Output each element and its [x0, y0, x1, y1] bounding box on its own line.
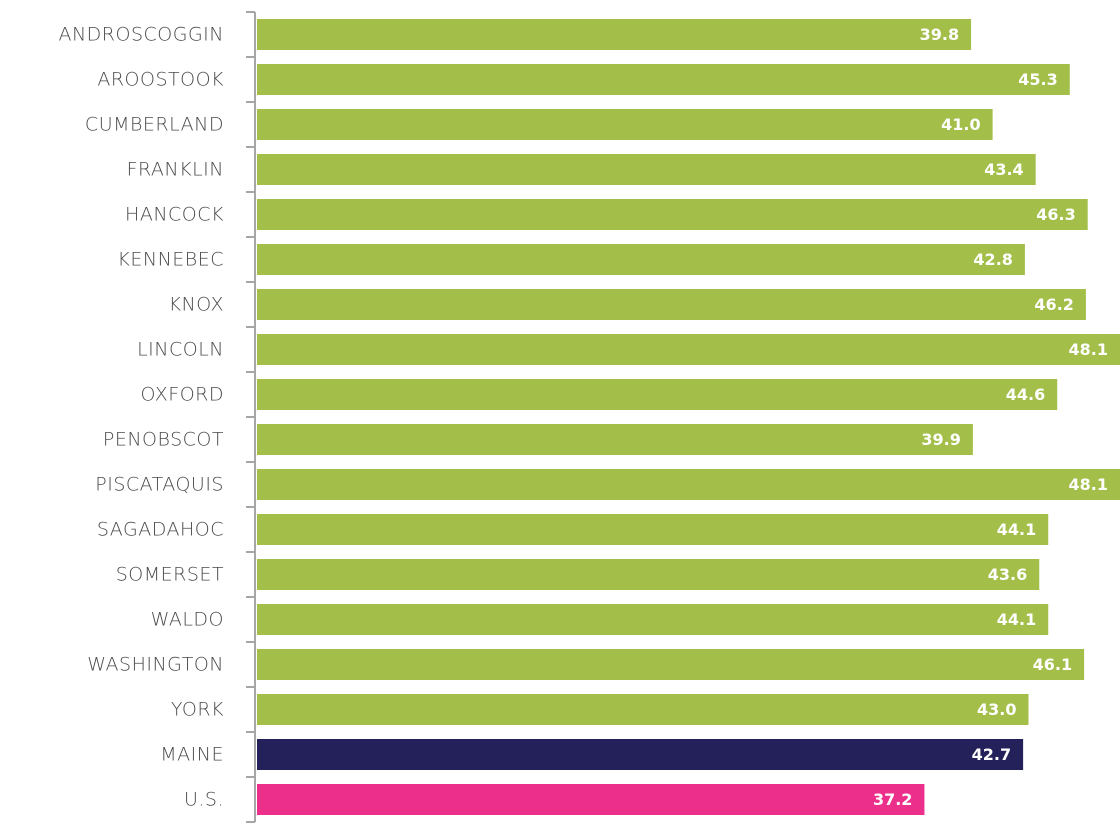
bar	[257, 784, 925, 815]
category-label: SOMERSET	[116, 564, 224, 586]
category-label: WASHINGTON	[87, 654, 224, 676]
value-label: 46.1	[1033, 655, 1072, 674]
bar	[257, 109, 993, 140]
bar	[257, 469, 1120, 500]
value-label: 44.6	[1006, 385, 1045, 404]
value-label: 39.9	[921, 430, 960, 449]
bar	[257, 199, 1088, 230]
bar	[257, 379, 1058, 410]
category-label: MAINE	[160, 744, 224, 766]
bar	[257, 19, 972, 50]
value-label: 45.3	[1018, 70, 1057, 89]
value-label: 42.7	[972, 745, 1011, 764]
bar	[257, 424, 973, 455]
category-label: FRANKLIN	[127, 159, 224, 181]
category-label: HANCOCK	[125, 204, 224, 226]
value-label: 48.1	[1069, 340, 1108, 359]
bar	[257, 604, 1049, 635]
value-label: 48.1	[1069, 475, 1108, 494]
value-label: 44.1	[997, 610, 1036, 629]
category-label: WALDO	[151, 609, 224, 631]
category-label: YORK	[171, 699, 224, 721]
value-label: 43.6	[988, 565, 1027, 584]
bar	[257, 739, 1024, 770]
value-label: 43.4	[984, 160, 1023, 179]
value-label: 42.8	[973, 250, 1012, 269]
bar	[257, 289, 1086, 320]
category-label: AROOSTOOK	[97, 69, 224, 91]
bar	[257, 559, 1040, 590]
bar	[257, 514, 1049, 545]
category-label: CUMBERLAND	[85, 114, 224, 136]
bar	[257, 64, 1070, 95]
bar	[257, 334, 1120, 365]
category-label: PENOBSCOT	[103, 429, 224, 451]
category-label: SAGADAHOC	[97, 519, 224, 541]
value-label: 44.1	[997, 520, 1036, 539]
bar	[257, 154, 1036, 185]
category-label: U.S.	[184, 789, 224, 811]
value-label: 43.0	[977, 700, 1016, 719]
value-label: 46.3	[1036, 205, 1075, 224]
category-label: KENNEBEC	[117, 249, 224, 271]
category-label: PISCATAQUIS	[95, 474, 224, 496]
category-label: LINCOLN	[137, 339, 224, 361]
category-label: KNOX	[169, 294, 224, 316]
bar	[257, 244, 1025, 275]
category-label: ANDROSCOGGIN	[58, 24, 224, 46]
value-label: 46.2	[1034, 295, 1073, 314]
value-label: 41.0	[941, 115, 980, 134]
bar	[257, 649, 1085, 680]
category-label: OXFORD	[141, 384, 224, 406]
value-label: 39.8	[920, 25, 959, 44]
value-label: 37.2	[873, 790, 912, 809]
bar	[257, 694, 1029, 725]
